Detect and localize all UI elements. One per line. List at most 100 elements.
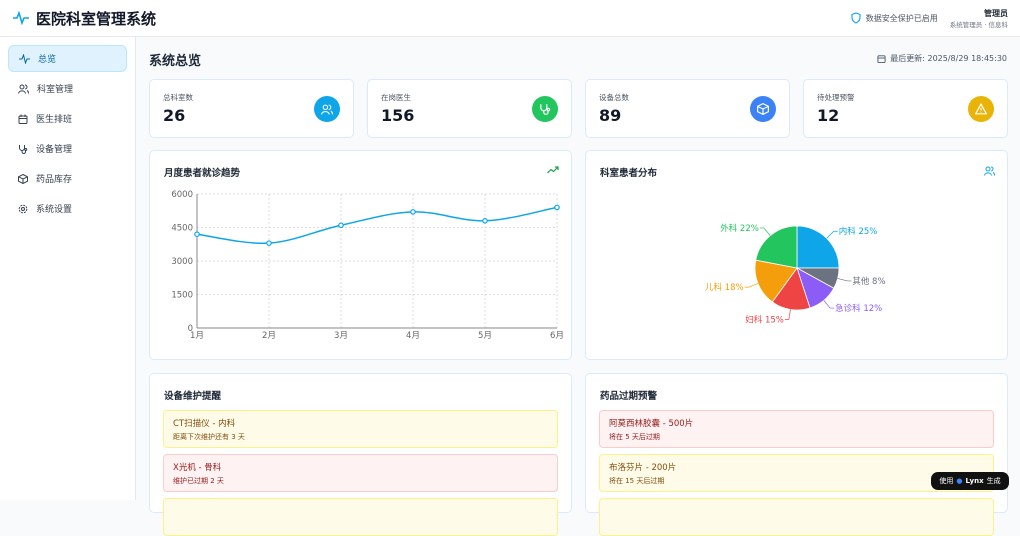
sidebar-item-settings[interactable]: 系统设置 <box>8 195 127 222</box>
calendar-icon <box>877 55 886 63</box>
stat-card-departments: 总科室数 26 <box>149 79 354 138</box>
stat-value: 26 <box>163 106 186 125</box>
x-tick-label: 2月 <box>262 331 276 341</box>
slice-label: 儿科 18% <box>705 282 744 293</box>
data-point <box>266 240 272 246</box>
badge-post: 生成 <box>986 477 1001 485</box>
line-chart: 0 1500 3000 4500 6000 1月 2月 3月 4月 5月 6月 <box>171 190 564 341</box>
stat-card-alerts: 待处理预警 12 <box>803 79 1008 138</box>
stat-label: 总科室数 <box>163 93 193 102</box>
x-tick-label: 4月 <box>406 331 420 341</box>
maintenance-item[interactable] <box>163 498 558 536</box>
trending-up-icon <box>547 166 559 174</box>
data-point <box>194 231 200 238</box>
alert-title: 布洛芬片 - 200片 <box>609 463 677 473</box>
lynx-badge[interactable]: 使用 ● Lynx 生成 <box>931 472 1009 490</box>
alert-title: 阿莫西林胶囊 - 500片 <box>609 419 694 429</box>
expiry-item[interactable] <box>599 498 994 536</box>
warning-icon <box>968 96 994 122</box>
sidebar-item-pharmacy[interactable]: 药品库存 <box>8 165 127 192</box>
user-name: 管理员 <box>984 8 1008 18</box>
alert-sub: 将在 5 天后过期 <box>609 433 660 441</box>
x-tick-label: 3月 <box>334 331 348 341</box>
data-point <box>338 222 344 229</box>
last-updated: 最后更新: 2025/8/29 18:45:30 <box>877 53 1007 64</box>
alert-sub: 距离下次维护还有 3 天 <box>173 433 245 441</box>
main-content: 系统总览 最后更新: 2025/8/29 18:45:30 总科室数 26 在岗医… <box>136 37 1020 536</box>
series-line <box>196 206 558 245</box>
gear-icon <box>18 204 28 213</box>
panel-title: 设备维护提醒 <box>164 391 222 402</box>
nav-label: 医生排班 <box>36 115 73 125</box>
package-icon <box>750 96 776 122</box>
panel-title: 药品过期预警 <box>600 391 658 402</box>
data-point <box>554 204 560 211</box>
activity-icon <box>19 53 30 64</box>
sidebar-item-equipment[interactable]: 设备管理 <box>8 135 127 162</box>
y-tick-label: 1500 <box>171 291 193 301</box>
x-tick-label: 6月 <box>550 331 564 341</box>
y-tick-label: 4500 <box>171 224 193 234</box>
data-point <box>410 209 416 215</box>
user-menu[interactable]: 管理员 系统管理员 · 信息科 <box>950 8 1008 29</box>
alert-title: CT扫描仪 - 内科 <box>173 419 236 429</box>
stat-label: 在岗医生 <box>381 93 411 102</box>
stat-card-equipment: 设备总数 89 <box>585 79 790 138</box>
y-tick-label: 0 <box>188 324 193 334</box>
activity-icon <box>13 11 29 25</box>
y-tick-label: 6000 <box>171 190 193 200</box>
maintenance-item[interactable]: CT扫描仪 - 内科距离下次维护还有 3 天 <box>163 410 558 448</box>
maintenance-panel: 设备维护提醒 CT扫描仪 - 内科距离下次维护还有 3 天 X光机 - 骨科 维护… <box>149 373 572 536</box>
stethoscope-icon <box>532 96 558 122</box>
users-icon <box>984 166 995 176</box>
leader-line <box>744 283 759 288</box>
panel-title: 月度患者就诊趋势 <box>164 168 241 179</box>
nav-label: 科室管理 <box>37 85 74 95</box>
slice-label: 内科 25% <box>839 226 878 237</box>
stat-label: 设备总数 <box>599 93 629 102</box>
alert-title: X光机 - 骨科 <box>173 463 222 473</box>
distribution-panel: 科室患者分布 内科 25% 其他 8% 急诊科 12% 妇科 15% 儿科 18% 外科 … <box>585 150 1008 360</box>
nav-label: 系统设置 <box>36 205 73 215</box>
maintenance-item[interactable]: X光机 - 骨科 维护已过期 2 天 <box>163 454 558 492</box>
users-icon <box>18 84 29 94</box>
stat-card-doctors: 在岗医生 156 <box>367 79 572 138</box>
alert-sub: 维护已过期 2 天 <box>173 477 224 485</box>
expiry-item[interactable]: 布洛芬片 - 200片 将在 15 天后过期 <box>599 454 994 492</box>
pie-slice <box>754 259 798 303</box>
sidebar: 总览 科室管理 医生排班 设备管理 药品库存 系统设置 <box>0 37 136 500</box>
leader-line <box>759 227 771 236</box>
data-point <box>482 218 488 224</box>
sidebar-item-overview[interactable]: 总览 <box>8 45 127 72</box>
pie-slice <box>796 225 840 269</box>
sidebar-item-schedule[interactable]: 医生排班 <box>8 105 127 132</box>
expiry-item[interactable]: 阿莫西林胶囊 - 500片 将在 5 天后过期 <box>599 410 994 448</box>
badge-pre: 使用 <box>939 477 954 485</box>
stat-value: 12 <box>817 106 840 125</box>
security-status: 数据安全保护已启用 <box>851 12 938 24</box>
shield-icon <box>851 12 861 24</box>
leader-line <box>823 300 835 309</box>
top-header: 医院科室管理系统 数据安全保护已启用 管理员 系统管理员 · 信息科 <box>0 0 1020 37</box>
app-logo: 医院科室管理系统 <box>12 8 156 29</box>
alert-sub: 将在 15 天后过期 <box>609 477 665 485</box>
badge-brand: Lynx <box>965 477 984 485</box>
slice-label: 妇科 15% <box>745 314 784 325</box>
updated-text: 最后更新: 2025/8/29 18:45:30 <box>890 54 1007 63</box>
nav-label: 设备管理 <box>36 145 73 155</box>
nav-label: 药品库存 <box>36 175 73 185</box>
stat-value: 156 <box>381 106 415 125</box>
stethoscope-icon <box>19 144 28 154</box>
x-tick-label: 5月 <box>478 331 492 341</box>
slice-label: 外科 22% <box>720 223 759 234</box>
x-tick-label: 1月 <box>190 331 204 341</box>
pie-chart: 内科 25% 其他 8% 急诊科 12% 妇科 15% 儿科 18% 外科 22% <box>705 223 886 325</box>
calendar-icon <box>18 114 28 124</box>
security-text: 数据安全保护已启用 <box>865 13 938 23</box>
users-icon <box>314 96 340 122</box>
sidebar-item-departments[interactable]: 科室管理 <box>8 75 127 102</box>
y-tick-label: 3000 <box>171 257 193 267</box>
flame-icon: ● <box>956 477 963 485</box>
user-role: 系统管理员 · 信息科 <box>949 20 1008 29</box>
leader-line <box>837 278 852 282</box>
